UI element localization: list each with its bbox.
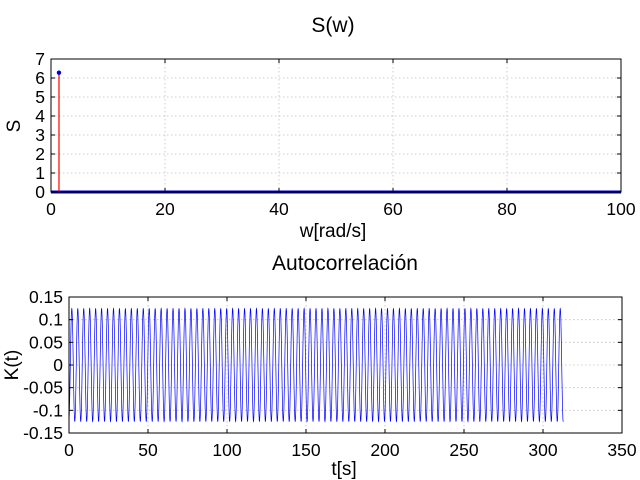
y-tick-label: 0 [35,182,45,202]
y-tick-label: 0.1 [39,310,63,330]
autocorrelation-plot: Autocorrelación 0 50 100 150 200 250 300 350 -0… [2,252,637,480]
x-tick-label: 150 [291,440,320,460]
spectrum-title: S(w) [311,14,354,37]
y-tick-label: 3 [35,125,45,145]
y-tick-label: -0.05 [23,378,63,398]
autocorrelation-title: Autocorrelación [272,252,418,275]
autocorrelation-series [68,307,564,423]
autocorrelation-x-tick-labels: 0 50 100 150 200 250 300 350 [64,440,637,460]
autocorrelation-ticks [68,296,623,434]
spectrum-x-label: w[rad/s] [299,221,367,242]
y-tick-label: 6 [35,68,45,88]
spectrum-series [51,70,621,194]
x-tick-label: 20 [155,199,175,219]
y-tick-label: 7 [35,49,45,69]
autocorrelation-line [68,307,564,423]
x-tick-label: 200 [370,440,399,460]
y-tick-label: 2 [35,144,45,164]
spectrum-stem-marker [56,70,62,75]
x-tick-label: 40 [269,199,289,219]
y-tick-label: -0.15 [23,423,63,443]
spectrum-ticks [50,58,622,193]
y-tick-label: -0.1 [33,400,63,420]
spectrum-grid [51,59,621,192]
y-tick-label: 1 [35,163,45,183]
x-tick-label: 0 [46,199,56,219]
x-tick-label: 60 [383,199,403,219]
x-tick-label: 300 [528,440,557,460]
x-tick-label: 250 [449,440,478,460]
autocorrelation-y-tick-labels: -0.15 -0.1-0.05 0 0.050.1 0.15 [23,287,63,443]
spectrum-y-label: S [4,120,25,133]
y-tick-label: 0.15 [29,287,63,307]
x-tick-label: 80 [497,199,517,219]
x-tick-label: 100 [606,199,635,219]
autocorrelation-x-label: t[s] [331,459,356,480]
y-tick-label: 4 [35,106,45,126]
x-tick-label: 50 [138,440,158,460]
x-tick-label: 350 [607,440,636,460]
x-tick-label: 0 [64,440,74,460]
y-tick-label: 0.05 [29,332,63,352]
autocorrelation-y-label: K(t) [2,350,23,381]
y-tick-label: 5 [35,87,45,107]
y-tick-label: 0 [53,355,63,375]
spectrum-x-tick-labels: 0 20 40 60 80 100 [46,199,636,219]
x-tick-label: 100 [212,440,241,460]
spectrum-axes-frame [50,58,622,193]
